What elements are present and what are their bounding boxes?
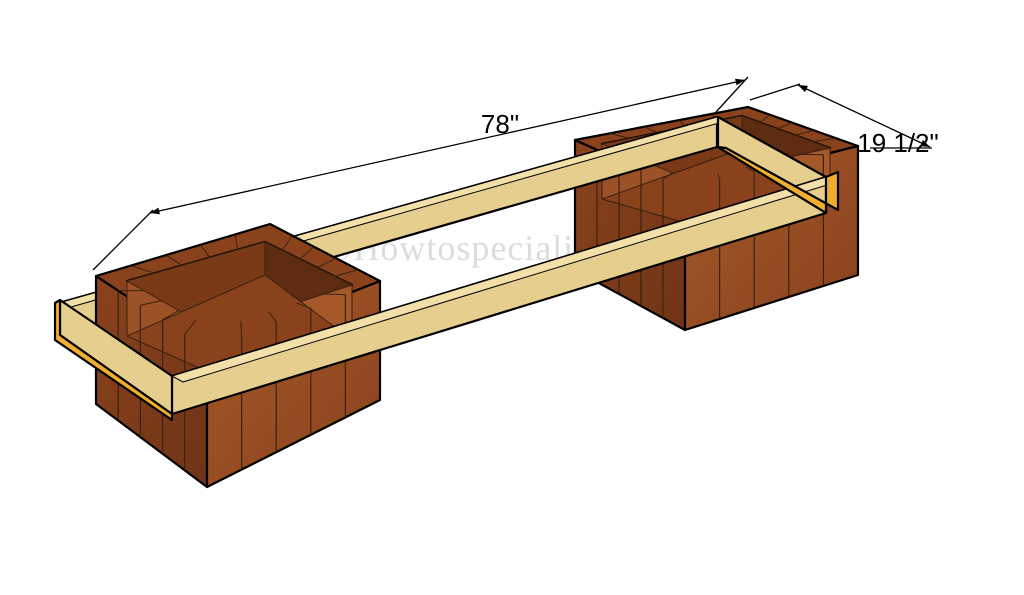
dimension-width-label: 19 1/2" [857, 128, 939, 158]
dimension-length-label: 78" [481, 109, 519, 139]
